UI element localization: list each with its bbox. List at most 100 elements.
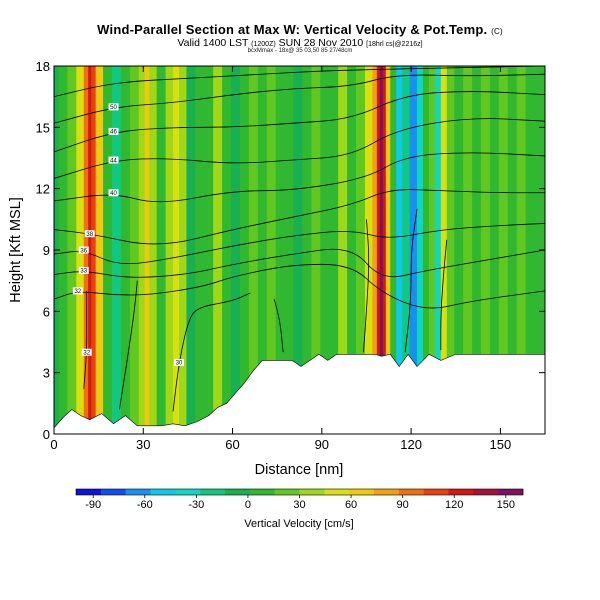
colorbar-swatch: [175, 489, 201, 495]
heatmap-cell: [257, 66, 268, 434]
colorbar-swatch: [374, 489, 400, 495]
heatmap-cell: [446, 66, 455, 434]
heatmap-cell: [293, 66, 303, 434]
heatmap-cell: [463, 66, 473, 434]
isentrope-c16: [273, 298, 284, 353]
heatmap-cell: [516, 66, 527, 434]
isentrope-c7: [54, 189, 545, 245]
colorbar-tick-label: -60: [137, 499, 153, 511]
chart-info-line: bcxMmax - 18x@ 35 03,50 85 27/48cm: [247, 48, 353, 54]
colorbar: [75, 488, 524, 496]
colorbar-swatch: [398, 489, 424, 495]
heatmap-cell: [525, 66, 535, 434]
isentrope-c6: [54, 223, 545, 265]
isentrope-label: 33: [80, 269, 87, 275]
colorbar-tick-label: 0: [245, 499, 251, 511]
colorbar-tick-label: 120: [445, 499, 463, 511]
heatmap-cell: [385, 66, 391, 434]
velocity-heatmap: [54, 66, 545, 434]
heatmap-cell: [379, 66, 384, 434]
heatmap-cell: [454, 66, 464, 434]
heatmap-cell: [88, 66, 92, 434]
heatmap-cell: [58, 66, 68, 434]
y-tick-label: 15: [36, 120, 50, 135]
isentrope-label-bg: [108, 189, 119, 197]
heatmap-cell: [440, 66, 448, 434]
isentrope-label: 36: [80, 248, 87, 254]
y-axis-label: Height [Kft MSL]: [8, 197, 24, 303]
colorbar-swatch: [76, 489, 102, 495]
isentrope-label: 46: [110, 130, 117, 136]
chart-title: Wind-Parallel Section at Max W: Vertical…: [0, 22, 600, 37]
x-tick-label: 150: [490, 437, 512, 452]
colorbar-swatch: [225, 489, 251, 495]
heatmap-cell: [173, 66, 180, 434]
heatmap-cell: [144, 66, 150, 434]
isentrope-label-bg: [72, 287, 83, 295]
heatmap-cell: [409, 66, 418, 434]
colorbar-swatch: [448, 489, 474, 495]
heatmap-cell: [347, 66, 357, 434]
isentrope-c5: [54, 248, 545, 278]
heatmap-cell: [489, 66, 500, 434]
isentrope-c8: [54, 152, 545, 203]
isentrope-label-bg: [173, 358, 184, 366]
colorbar-tick-label: -90: [85, 499, 101, 511]
isentrope-label: 38: [86, 232, 93, 238]
colorbar-swatch: [100, 489, 126, 495]
isentrope-label: 32: [83, 351, 90, 357]
heatmap-cell: [329, 66, 339, 434]
x-tick-label: 90: [315, 437, 329, 452]
subtitle-utc: (1200Z): [251, 41, 276, 48]
heatmap-cell: [481, 66, 491, 434]
colorbar-tick-label: -30: [188, 499, 204, 511]
chart-subtitle: Valid 1400 LST (1200Z) SUN 28 Nov 2010 […: [0, 37, 600, 49]
y-tick-label: 3: [43, 366, 50, 381]
isentrope-label-bg: [78, 266, 89, 274]
colorbar-swatch: [324, 489, 350, 495]
colorbar-tick-label: 150: [497, 499, 515, 511]
colorbar-swatch: [473, 489, 499, 495]
heatmap-cell: [382, 66, 387, 434]
isentrope-label: 44: [110, 158, 117, 164]
isentrope-c11: [54, 73, 545, 124]
heatmap-cell: [428, 66, 436, 434]
isentrope-c10: [54, 91, 545, 153]
heatmap-cell: [222, 66, 232, 434]
isentrope-label-bg: [81, 348, 92, 356]
isentrope-label: 30: [176, 361, 183, 367]
heatmap-cell: [372, 66, 378, 434]
heatmap-cell: [534, 66, 543, 434]
y-tick-label: 0: [43, 427, 50, 442]
isentrope-c3: [172, 292, 251, 412]
heatmap-cell: [266, 66, 277, 434]
colorbar-label: Vertical Velocity [cm/s]: [244, 518, 353, 530]
y-tick-label: 18: [36, 59, 50, 74]
isentrope-label-bg: [108, 156, 119, 164]
colorbar-tick-label: 30: [293, 499, 305, 511]
heatmap-cell: [178, 66, 187, 434]
isentrope-c9: [54, 118, 545, 179]
terrain-mask: [53, 353, 546, 435]
x-axis-ticks: 0 30 60 90 120 150: [50, 66, 511, 452]
colorbar-swatch: [249, 489, 275, 495]
potential-temperature-contours: 32 30 32 33 36 38 40 44 46 50: [54, 66, 545, 412]
heatmap-cell: [195, 66, 205, 434]
heatmap-cell: [417, 66, 424, 434]
heatmap-cell: [120, 66, 131, 434]
subtitle-date: SUN 28 Nov 2010: [278, 37, 364, 49]
heatmap-cell: [67, 66, 77, 434]
heatmap-cell: [129, 66, 140, 434]
x-axis-label: Distance [nm]: [255, 462, 344, 478]
heatmap-cell: [213, 66, 223, 434]
heatmap-cell: [112, 66, 122, 434]
isentrope-c12: [54, 66, 545, 98]
x-tick-label: 60: [225, 437, 239, 452]
isentrope-label-bg: [78, 246, 89, 254]
heatmap-cell: [138, 66, 146, 434]
heatmap-cell: [422, 66, 430, 434]
title-tag: (C): [491, 27, 503, 36]
colorbar-tick-label: 60: [345, 499, 357, 511]
heatmap-cell: [302, 66, 312, 434]
